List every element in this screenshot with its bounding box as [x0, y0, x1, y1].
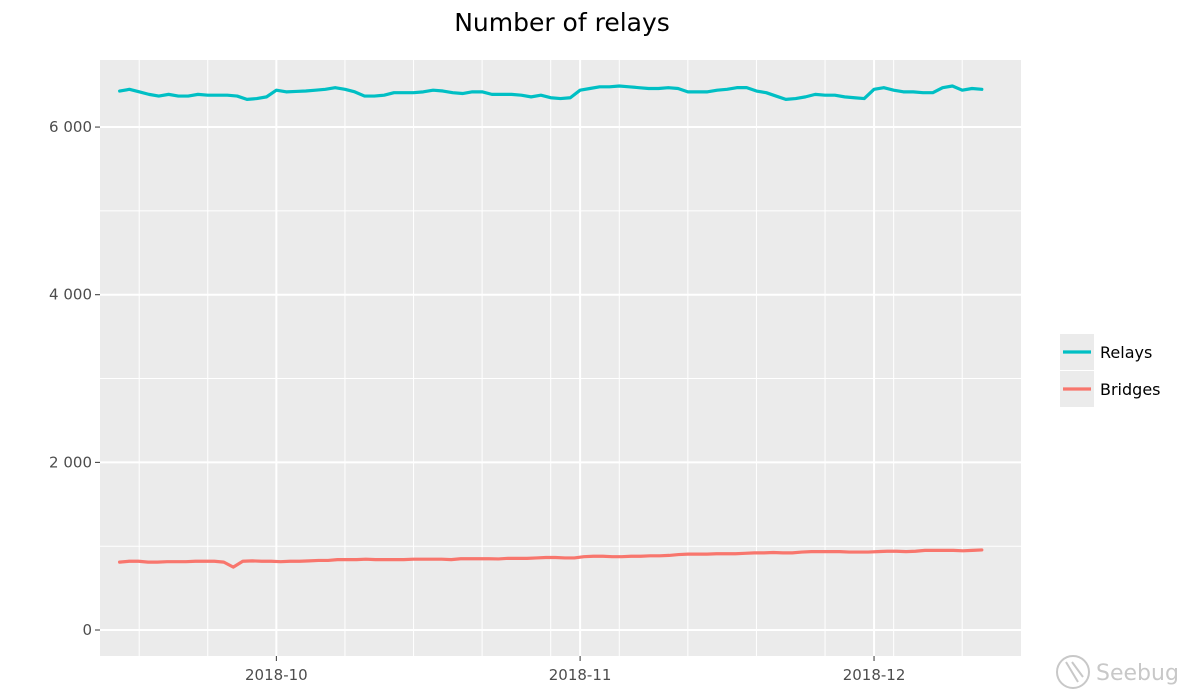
legend-label-bridges: Bridges: [1100, 380, 1161, 399]
y-tick-label: 6 000: [49, 118, 92, 136]
y-tick-label: 2 000: [49, 453, 92, 471]
chart-title: Number of relays: [454, 8, 670, 37]
series-layer: [117, 84, 984, 569]
legend-label-relays: Relays: [1100, 343, 1152, 362]
watermark-text: Seebug: [1096, 661, 1179, 686]
plot-panel: [100, 60, 1021, 656]
x-tick-label: 2018-10: [245, 666, 308, 684]
watermark-logo-mark: [1065, 661, 1084, 683]
axis-layer: 0 2 000 4 000 6 000 2018-10 2018-11 2018-12: [49, 118, 905, 684]
watermark: Seebug: [1056, 655, 1179, 689]
x-tick-label: 2018-11: [549, 666, 612, 684]
y-tick-label: 0: [82, 621, 92, 639]
x-tick-label: 2018-12: [843, 666, 906, 684]
watermark-logo-icon: [1056, 655, 1090, 689]
y-tick-label: 4 000: [49, 286, 92, 304]
series-line-relays: [117, 84, 984, 102]
legend: Relays Bridges: [1060, 334, 1161, 407]
series-line-bridges: [117, 548, 984, 569]
